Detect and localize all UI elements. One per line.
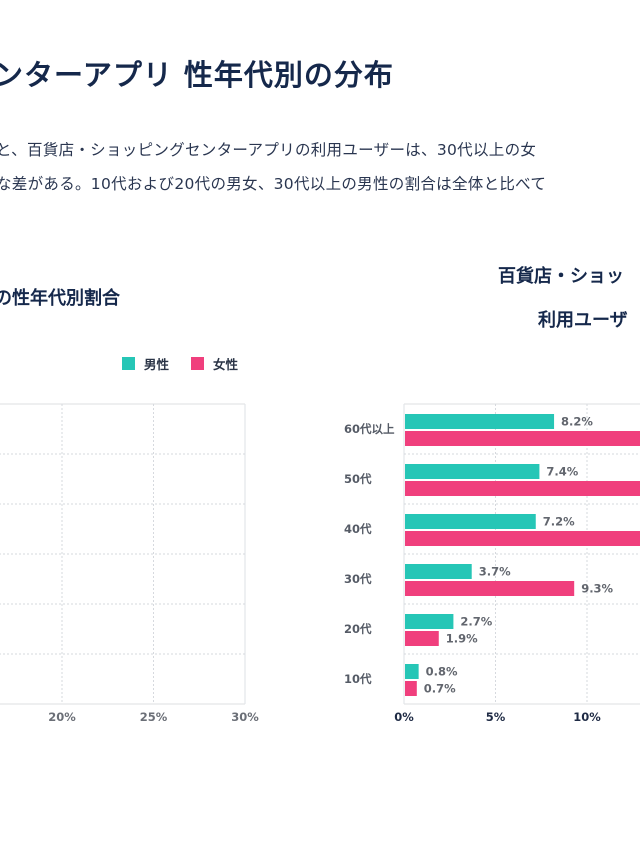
legend-label-female: 女性: [213, 357, 239, 372]
bar-female: [405, 531, 640, 546]
description-line-1: と、百貨店・ショッピングセンターアプリの利用ユーザーは、30代以上の女: [0, 141, 537, 159]
bar-male: [405, 614, 454, 629]
right-chart-category-label: 10代: [344, 672, 372, 686]
right-chart-x-tick: 5%: [486, 710, 506, 724]
legend: 男性 女性: [122, 354, 238, 373]
legend-swatch-male: [122, 357, 135, 370]
left-chart-x-tick: 20%: [48, 710, 76, 724]
left-chart-x-tick: 25%: [140, 710, 168, 724]
bar-female: [405, 431, 640, 446]
legend-item-female: 女性: [191, 354, 238, 373]
right-chart-category-label: 40代: [344, 522, 372, 536]
bar-value-label-male: 8.2%: [561, 415, 593, 429]
right-chart-category-label: 60代以上: [344, 422, 395, 436]
bar-female: [405, 481, 640, 496]
bar-female: [405, 581, 575, 596]
bar-value-label-male: 7.4%: [546, 465, 578, 479]
bar-male: [405, 564, 472, 579]
bar-male: [405, 414, 555, 429]
right-chart-x-tick: 0%: [394, 710, 414, 724]
bar-female: [405, 681, 417, 696]
legend-swatch-female: [191, 357, 205, 370]
left-chart-title: の性年代別割合: [0, 288, 120, 309]
bar-female: [405, 631, 439, 646]
right-chart-title-line-1: 百貨店・ショッ: [498, 266, 624, 287]
bar-male: [405, 514, 536, 529]
right-chart-category-label: 50代: [344, 472, 372, 486]
bar-value-label-female: 9.3%: [581, 582, 613, 596]
bar-value-label-female: 0.7%: [424, 682, 456, 696]
legend-label-male: 男性: [144, 357, 170, 372]
bar-male: [405, 664, 419, 679]
bar-value-label-male: 2.7%: [460, 615, 492, 629]
bar-value-label-male: 0.8%: [426, 665, 458, 679]
left-chart-x-tick: 30%: [231, 710, 259, 724]
page-title: ンターアプリ 性年代別の分布: [0, 58, 394, 92]
bar-value-label-female: 1.9%: [446, 632, 478, 646]
legend-item-male: 男性: [122, 354, 169, 373]
right-chart-x-tick: 10%: [573, 710, 601, 724]
right-chart-title-line-2: 利用ユーザ: [538, 310, 628, 331]
bar-male: [405, 464, 540, 479]
right-chart-category-label: 30代: [344, 572, 372, 586]
bar-value-label-male: 3.7%: [479, 565, 511, 579]
bar-value-label-male: 7.2%: [543, 515, 575, 529]
right-chart-category-label: 20代: [344, 622, 372, 636]
description-line-2: な差がある。10代および20代の男女、30代以上の男性の割合は全体と比べて: [0, 175, 547, 193]
